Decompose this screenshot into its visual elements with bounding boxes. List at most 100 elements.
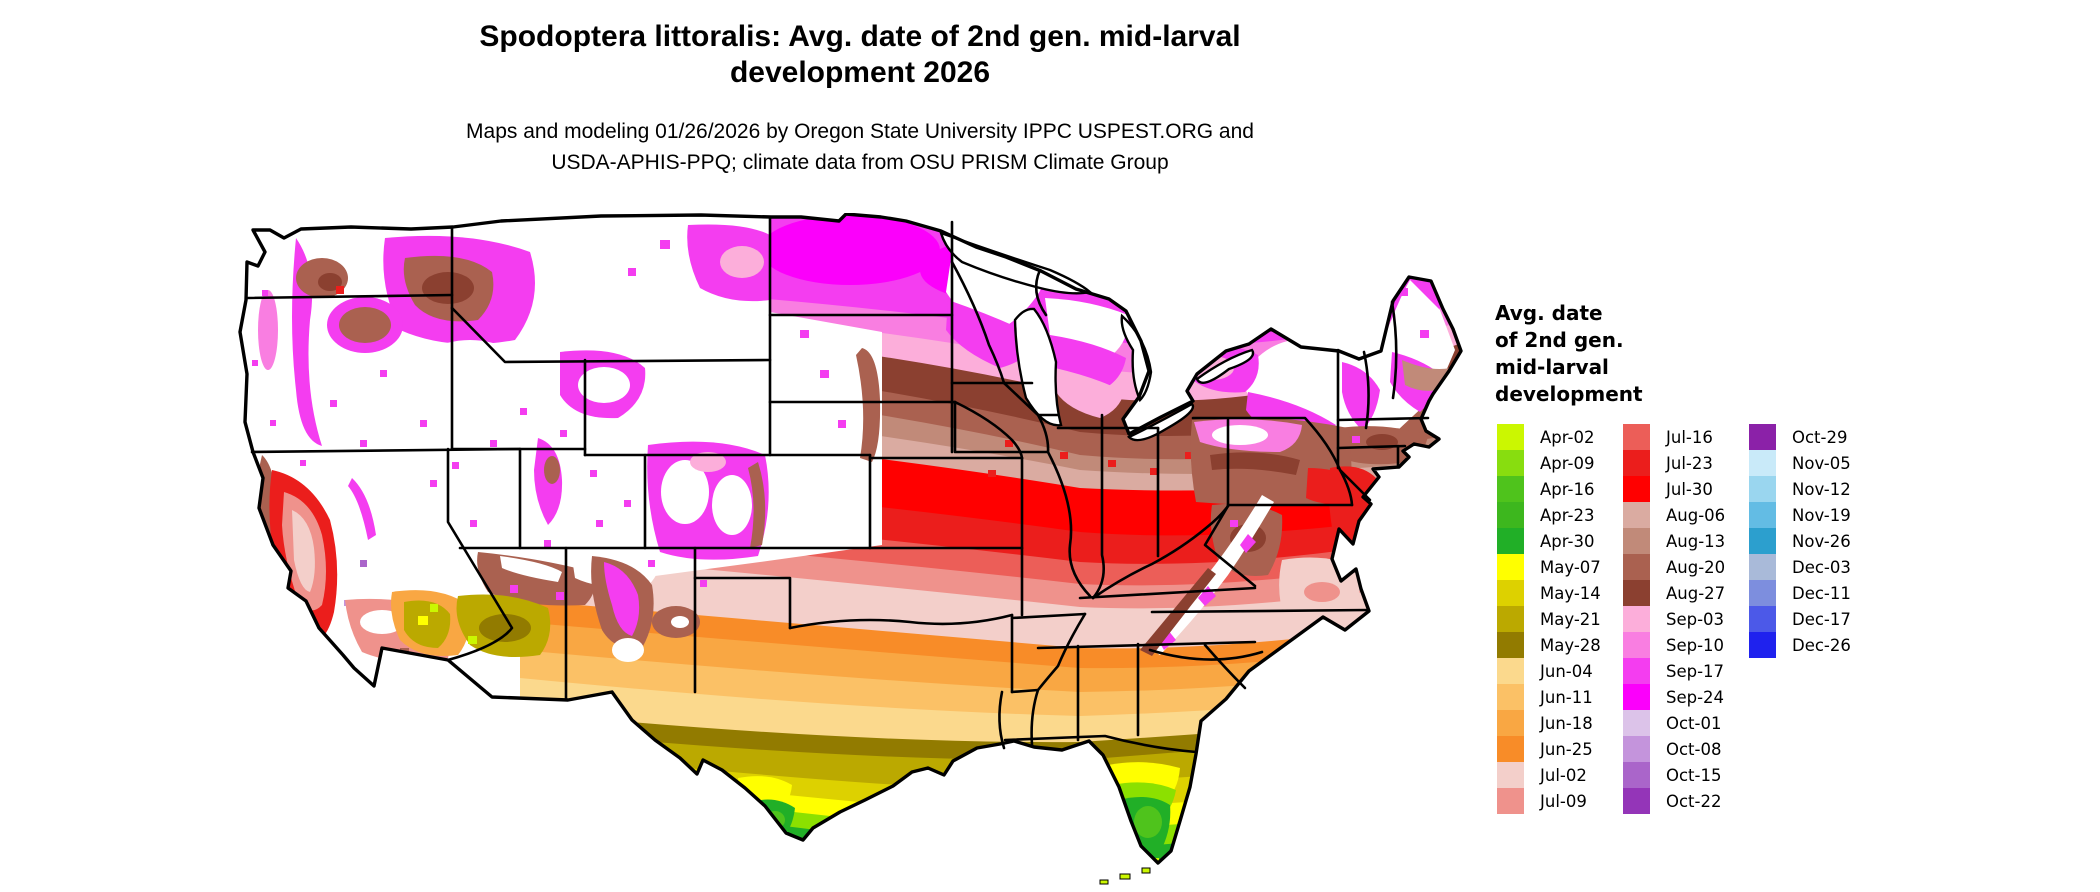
legend-swatch (1623, 476, 1650, 502)
legend-swatch (1497, 424, 1524, 450)
legend-item: May-14 (1497, 580, 1601, 606)
legend-item-label: Apr-16 (1540, 479, 1595, 499)
legend-item-label: Sep-17 (1666, 661, 1725, 681)
legend-item: Jul-30 (1623, 476, 1725, 502)
legend-item-label: May-28 (1540, 635, 1601, 655)
legend-item-label: Nov-26 (1792, 531, 1851, 551)
legend-item: Aug-06 (1623, 502, 1725, 528)
legend-item-label: Nov-19 (1792, 505, 1851, 525)
legend-item-label: Oct-01 (1666, 713, 1722, 733)
legend-item-label: Sep-03 (1666, 609, 1725, 629)
legend-swatch (1497, 736, 1524, 762)
legend-item: Oct-01 (1623, 710, 1725, 736)
state-borders (244, 215, 1430, 754)
map-subtitle-line2: USDA-APHIS-PPQ; climate data from OSU PR… (551, 151, 1169, 174)
legend-item: Jul-16 (1623, 424, 1725, 450)
legend-item-label: May-07 (1540, 557, 1601, 577)
legend-item-label: Jul-30 (1666, 479, 1713, 499)
map-subtitle-line1: Maps and modeling 01/26/2026 by Oregon S… (466, 120, 1254, 143)
legend-swatch (1749, 580, 1776, 606)
map-title-line2: development 2026 (729, 56, 991, 89)
legend-swatch (1623, 450, 1650, 476)
legend-item: Nov-26 (1749, 528, 1851, 554)
legend-item-label: Dec-26 (1792, 635, 1851, 655)
legend-item-label: Aug-27 (1666, 583, 1726, 603)
legend-item: Dec-26 (1749, 632, 1851, 658)
legend-item-label: Aug-20 (1666, 557, 1726, 577)
legend-item: Nov-12 (1749, 476, 1851, 502)
legend-swatch (1623, 554, 1650, 580)
us-choropleth-map (235, 212, 1485, 892)
legend-item-label: Sep-24 (1666, 687, 1725, 707)
legend-item: Sep-24 (1623, 684, 1725, 710)
legend-item-label: Oct-22 (1666, 791, 1722, 811)
great-lakes (939, 231, 1255, 442)
legend-swatch (1749, 606, 1776, 632)
legend-column-2: Jul-16 Jul-23 Jul-30 Aug-06 Aug-13 Aug-20 Aug-… (1623, 424, 1725, 814)
legend-swatch (1497, 450, 1524, 476)
legend-item: Nov-05 (1749, 450, 1851, 476)
legend-swatch (1749, 424, 1776, 450)
legend-item-label: Jun-25 (1540, 739, 1593, 759)
legend-item: Jun-18 (1497, 710, 1601, 736)
legend-item: Sep-10 (1623, 632, 1725, 658)
legend-swatch (1749, 632, 1776, 658)
legend-item: May-07 (1497, 554, 1601, 580)
legend-swatch (1623, 736, 1650, 762)
legend-item: Apr-16 (1497, 476, 1601, 502)
legend-swatch (1623, 684, 1650, 710)
legend-swatch (1749, 450, 1776, 476)
legend-column-1: Apr-02 Apr-09 Apr-16 Apr-23 Apr-30 May-07 May-… (1497, 424, 1601, 814)
legend-title-line: Avg. date (1495, 301, 1603, 325)
legend-swatch (1623, 606, 1650, 632)
legend-swatch (1497, 632, 1524, 658)
legend-swatch (1623, 528, 1650, 554)
legend-swatch (1497, 762, 1524, 788)
legend-item-label: Dec-17 (1792, 609, 1851, 629)
legend-item: Apr-02 (1497, 424, 1601, 450)
legend-swatch (1497, 476, 1524, 502)
legend-item-label: Apr-09 (1540, 453, 1595, 473)
legend-item: Apr-30 (1497, 528, 1601, 554)
legend-title-line: mid-larval (1495, 355, 1609, 379)
legend-title-line: development (1495, 382, 1643, 406)
legend-swatch (1497, 554, 1524, 580)
map-title-line1: Spodoptera littoralis: Avg. date of 2nd … (479, 20, 1241, 53)
legend-item: Apr-09 (1497, 450, 1601, 476)
legend-swatch (1497, 580, 1524, 606)
legend-item: Jun-25 (1497, 736, 1601, 762)
legend-item-label: Apr-02 (1540, 427, 1595, 447)
legend-item: Jul-23 (1623, 450, 1725, 476)
legend-item: Aug-20 (1623, 554, 1725, 580)
legend-item-label: Sep-10 (1666, 635, 1725, 655)
legend-swatch (1623, 424, 1650, 450)
legend-item: Apr-23 (1497, 502, 1601, 528)
legend-item-label: Apr-30 (1540, 531, 1595, 551)
legend-item: Dec-03 (1749, 554, 1851, 580)
legend-title: Avg. date of 2nd gen. mid-larval developmen… (1495, 300, 2095, 408)
legend-item-label: Jul-02 (1540, 765, 1587, 785)
legend-item-label: Jul-23 (1666, 453, 1713, 473)
us-outline (238, 212, 1463, 865)
legend-swatch (1497, 502, 1524, 528)
florida-keys (1099, 867, 1151, 885)
legend-item: Oct-29 (1749, 424, 1851, 450)
legend-item-label: Oct-15 (1666, 765, 1722, 785)
legend-swatch (1623, 632, 1650, 658)
map-legend: Avg. date of 2nd gen. mid-larval developmen… (1495, 300, 2095, 814)
legend-item-label: Oct-29 (1792, 427, 1848, 447)
legend-swatch (1623, 762, 1650, 788)
legend-item-label: Nov-12 (1792, 479, 1851, 499)
legend-item: Aug-13 (1623, 528, 1725, 554)
legend-item: Sep-17 (1623, 658, 1725, 684)
legend-column-3: Oct-29 Nov-05 Nov-12 Nov-19 Nov-26 Dec-03 Dec-… (1749, 424, 1851, 658)
legend-item: Jun-11 (1497, 684, 1601, 710)
legend-title-line: of 2nd gen. (1495, 328, 1624, 352)
legend-swatch (1749, 476, 1776, 502)
legend-item-label: Jul-09 (1540, 791, 1587, 811)
legend-swatch (1749, 502, 1776, 528)
legend-item-label: Aug-13 (1666, 531, 1726, 551)
legend-item: Oct-15 (1623, 762, 1725, 788)
legend-item: Oct-08 (1623, 736, 1725, 762)
legend-swatch (1623, 580, 1650, 606)
